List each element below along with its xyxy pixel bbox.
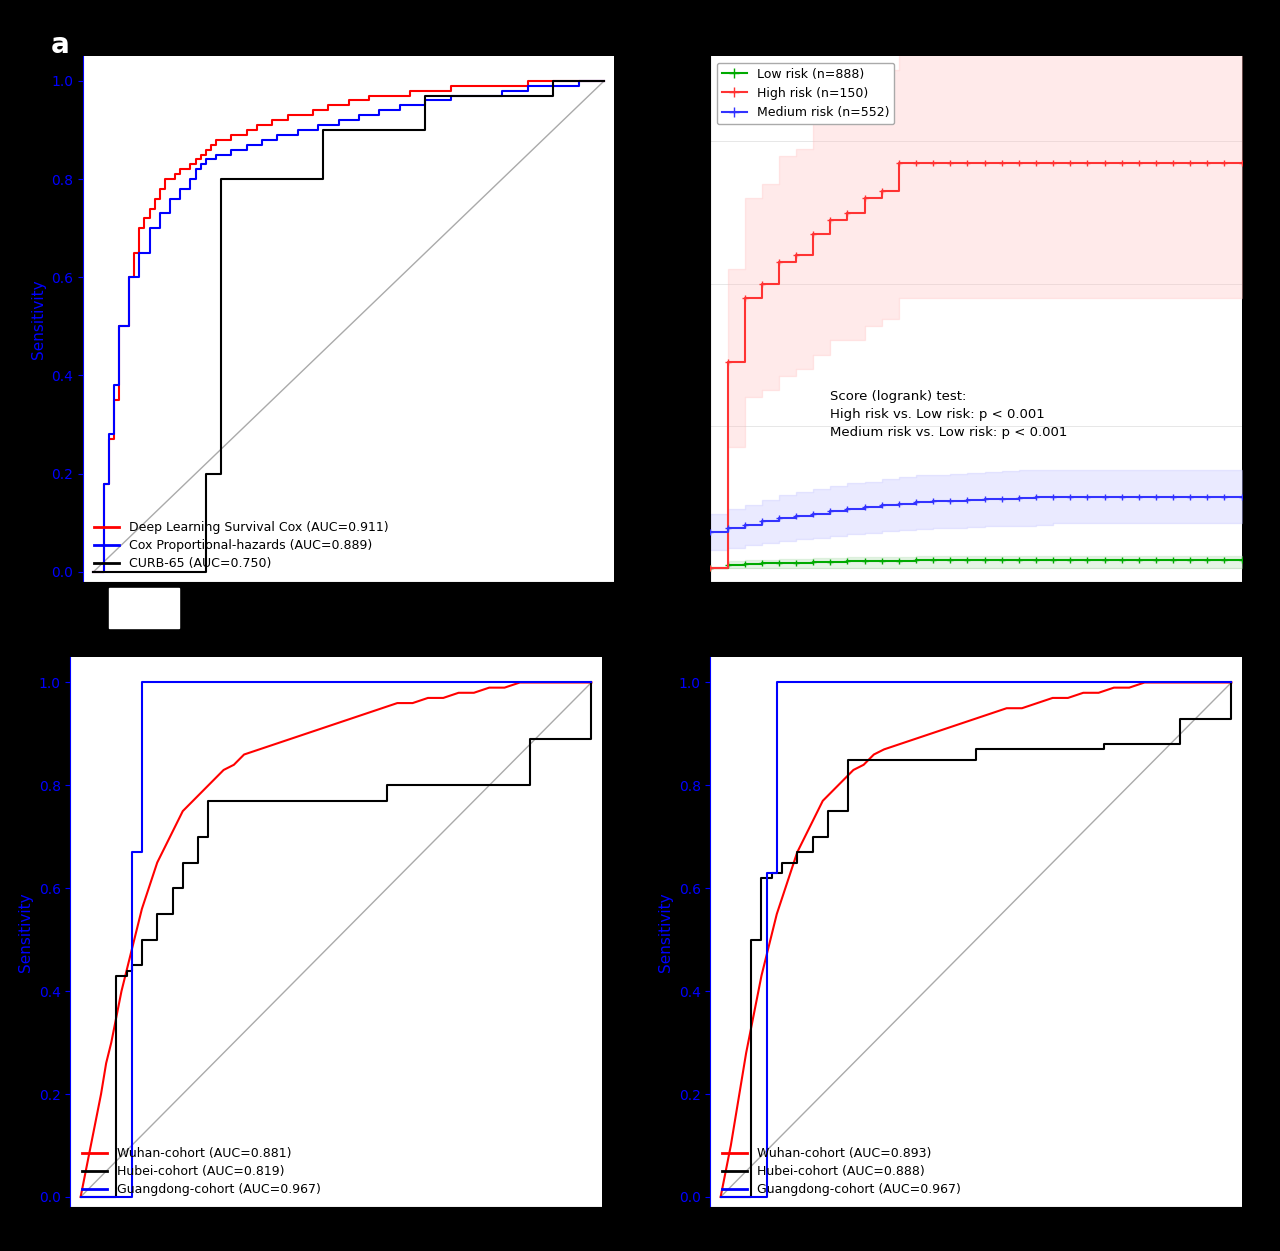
X-axis label: Days: Days: [957, 610, 995, 626]
Legend: Deep Learning Survival Cox (AUC=0.911), Cox Proportional-hazards (AUC=0.889), CU: Deep Learning Survival Cox (AUC=0.911), …: [90, 517, 394, 575]
Y-axis label: Sensitivity: Sensitivity: [18, 892, 33, 972]
X-axis label: Specificity: Specificity: [310, 610, 388, 626]
Y-axis label: Sensitivity: Sensitivity: [658, 892, 673, 972]
Legend: Wuhan-cohort (AUC=0.881), Hubei-cohort (AUC=0.819), Guangdong-cohort (AUC=0.967): Wuhan-cohort (AUC=0.881), Hubei-cohort (…: [77, 1142, 325, 1201]
Text: a: a: [51, 31, 70, 59]
Y-axis label: Sensitivity: Sensitivity: [31, 279, 46, 359]
Legend: Low risk (n=888), High risk (n=150), Medium risk (n=552): Low risk (n=888), High risk (n=150), Med…: [717, 63, 895, 124]
Text: Score (logrank) test:
High risk vs. Low risk: p < 0.001
Medium risk vs. Low risk: Score (logrank) test: High risk vs. Low …: [831, 390, 1068, 439]
Legend: Wuhan-cohort (AUC=0.893), Hubei-cohort (AUC=0.888), Guangdong-cohort (AUC=0.967): Wuhan-cohort (AUC=0.893), Hubei-cohort (…: [717, 1142, 965, 1201]
X-axis label: Specificity: Specificity: [937, 1236, 1015, 1251]
X-axis label: Specificity: Specificity: [297, 1236, 375, 1251]
Y-axis label: Probability for Critical Illness: Probability for Critical Illness: [658, 210, 673, 428]
